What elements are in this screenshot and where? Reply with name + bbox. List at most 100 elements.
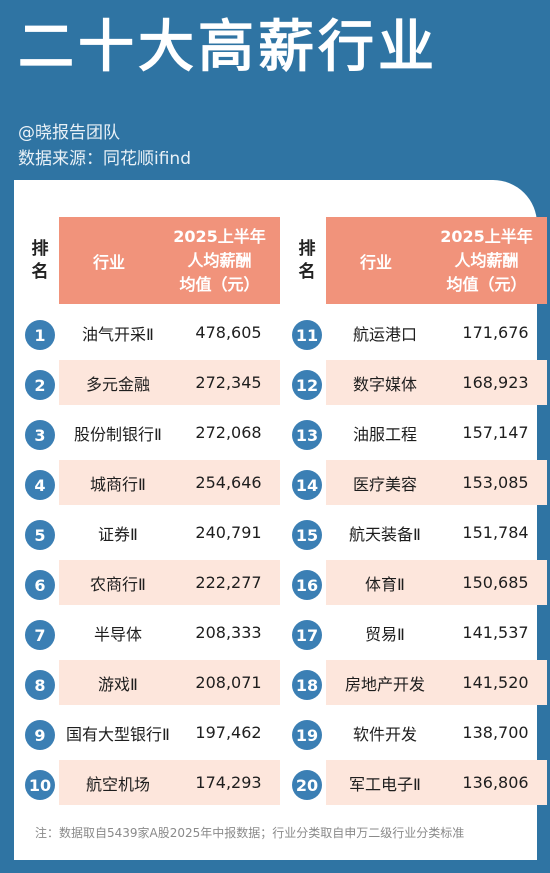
rows-container: 1 油气开采Ⅱ 478,605 2 多元金融 272,345 3 股份制银行Ⅱ 272,068 4… xyxy=(25,310,280,810)
table-row: 7 半导体 208,333 xyxy=(25,610,280,660)
table-row: 12 数字媒体 168,923 xyxy=(292,360,547,410)
row-cell: 多元金融 272,345 xyxy=(59,360,280,405)
salary-value: 141,520 xyxy=(462,673,529,692)
source-label: 数据来源：同花顺ifind xyxy=(18,149,191,169)
salary-header: 2025上半年 人均薪酬 均值（元） xyxy=(159,225,280,297)
salary-header-line: 均值（元） xyxy=(446,275,527,294)
table-row: 1 油气开采Ⅱ 478,605 xyxy=(25,310,280,360)
salary-value: 168,923 xyxy=(462,373,529,392)
rank-badge: 11 xyxy=(292,320,322,350)
industry-name: 贸易Ⅱ xyxy=(365,624,405,644)
table-row: 14 医疗美容 153,085 xyxy=(292,460,547,510)
rank-badge: 14 xyxy=(292,470,322,500)
salary-value: 157,147 xyxy=(462,423,529,442)
table-header: 排 名 行业 2025上半年 人均薪酬 均值（元） xyxy=(292,217,547,304)
table-row: 9 国有大型银行Ⅱ 197,462 xyxy=(25,710,280,760)
table-row: 5 证券Ⅱ 240,791 xyxy=(25,510,280,560)
table-row: 4 城商行Ⅱ 254,646 xyxy=(25,460,280,510)
table-row: 18 房地产开发 141,520 xyxy=(292,660,547,710)
salary-value: 136,806 xyxy=(462,773,529,792)
salary-value: 272,345 xyxy=(195,373,262,392)
rank-badge: 13 xyxy=(292,420,322,450)
salary-value: 141,537 xyxy=(462,623,529,642)
row-cell: 城商行Ⅱ 254,646 xyxy=(59,460,280,505)
salary-header: 2025上半年 人均薪酬 均值（元） xyxy=(426,225,547,297)
rank-header-line: 名 xyxy=(298,261,316,282)
row-cell: 航天装备Ⅱ 151,784 xyxy=(326,510,547,555)
row-cell: 证券Ⅱ 240,791 xyxy=(59,510,280,555)
rank-badge: 15 xyxy=(292,520,322,550)
rank-badge: 8 xyxy=(25,670,55,700)
rank-header-line: 排 xyxy=(298,239,316,260)
row-cell: 房地产开发 141,520 xyxy=(326,660,547,705)
rank-badge: 9 xyxy=(25,720,55,750)
row-cell: 航空机场 174,293 xyxy=(59,760,280,805)
row-cell: 软件开发 138,700 xyxy=(326,710,547,755)
salary-value: 478,605 xyxy=(195,323,262,342)
rank-badge: 17 xyxy=(292,620,322,650)
salary-value: 171,676 xyxy=(462,323,529,342)
page-title: 二十大高薪行业 xyxy=(18,15,438,80)
industry-name: 航运港口 xyxy=(352,324,417,344)
table-header: 排 名 行业 2025上半年 人均薪酬 均值（元） xyxy=(25,217,280,304)
table-row: 19 软件开发 138,700 xyxy=(292,710,547,760)
rank-badge: 1 xyxy=(25,320,55,350)
author-label: @晓报告团队 xyxy=(18,123,120,143)
salary-value: 174,293 xyxy=(195,773,262,792)
salary-value: 254,646 xyxy=(195,473,262,492)
ranking-column-left: 排 名 行业 2025上半年 人均薪酬 均值（元） 1 油气开采Ⅱ 478,605 2… xyxy=(25,217,280,810)
rank-badge: 18 xyxy=(292,670,322,700)
rank-badge: 16 xyxy=(292,570,322,600)
header-box: 行业 2025上半年 人均薪酬 均值（元） xyxy=(326,217,547,304)
industry-name: 游戏Ⅱ xyxy=(98,674,138,694)
salary-header-line: 人均薪酬 xyxy=(187,251,252,270)
industry-name: 国有大型银行Ⅱ xyxy=(66,724,170,744)
salary-value: 197,462 xyxy=(195,723,262,742)
row-cell: 农商行Ⅱ 222,277 xyxy=(59,560,280,605)
industry-name: 航天装备Ⅱ xyxy=(349,524,421,544)
salary-header-line: 2025上半年 xyxy=(440,227,533,246)
industry-header: 行业 xyxy=(92,252,125,272)
rank-badge: 19 xyxy=(292,720,322,750)
salary-header-line: 2025上半年 xyxy=(173,227,266,246)
industry-name: 农商行Ⅱ xyxy=(90,574,146,594)
industry-name: 油服工程 xyxy=(352,424,417,444)
ranking-card: 排 名 行业 2025上半年 人均薪酬 均值（元） 1 油气开采Ⅱ 478,605 2… xyxy=(14,180,547,860)
industry-name: 多元金融 xyxy=(85,374,150,394)
salary-value: 272,068 xyxy=(195,423,262,442)
rank-badge: 7 xyxy=(25,620,55,650)
industry-name: 油气开采Ⅱ xyxy=(82,324,154,344)
table-row: 2 多元金融 272,345 xyxy=(25,360,280,410)
rank-badge: 4 xyxy=(25,470,55,500)
salary-value: 153,085 xyxy=(462,473,529,492)
rank-header: 排 名 xyxy=(292,217,322,304)
rows-container: 11 航运港口 171,676 12 数字媒体 168,923 13 油服工程 157,147 1… xyxy=(292,310,547,810)
industry-name: 房地产开发 xyxy=(344,674,425,694)
salary-value: 222,277 xyxy=(195,573,262,592)
row-cell: 半导体 208,333 xyxy=(59,610,280,655)
row-cell: 国有大型银行Ⅱ 197,462 xyxy=(59,710,280,755)
rank-badge: 20 xyxy=(292,770,322,800)
table-row: 13 油服工程 157,147 xyxy=(292,410,547,460)
rank-badge: 6 xyxy=(25,570,55,600)
row-cell: 医疗美容 153,085 xyxy=(326,460,547,505)
rank-badge: 5 xyxy=(25,520,55,550)
table-row: 17 贸易Ⅱ 141,537 xyxy=(292,610,547,660)
salary-value: 208,071 xyxy=(195,673,262,692)
rank-header-line: 名 xyxy=(31,261,49,282)
salary-value: 240,791 xyxy=(195,523,262,542)
salary-value: 151,784 xyxy=(462,523,529,542)
table-row: 20 军工电子Ⅱ 136,806 xyxy=(292,760,547,810)
industry-name: 军工电子Ⅱ xyxy=(349,774,421,794)
salary-header-line: 均值（元） xyxy=(179,275,260,294)
row-cell: 股份制银行Ⅱ 272,068 xyxy=(59,410,280,455)
table-row: 11 航运港口 171,676 xyxy=(292,310,547,360)
table-row: 3 股份制银行Ⅱ 272,068 xyxy=(25,410,280,460)
ranking-column-right: 排 名 行业 2025上半年 人均薪酬 均值（元） 11 航运港口 171,676 1… xyxy=(292,217,547,810)
industry-name: 半导体 xyxy=(93,624,142,644)
salary-value: 208,333 xyxy=(195,623,262,642)
row-cell: 油服工程 157,147 xyxy=(326,410,547,455)
industry-name: 航空机场 xyxy=(85,774,150,794)
rank-badge: 12 xyxy=(292,370,322,400)
rank-badge: 2 xyxy=(25,370,55,400)
